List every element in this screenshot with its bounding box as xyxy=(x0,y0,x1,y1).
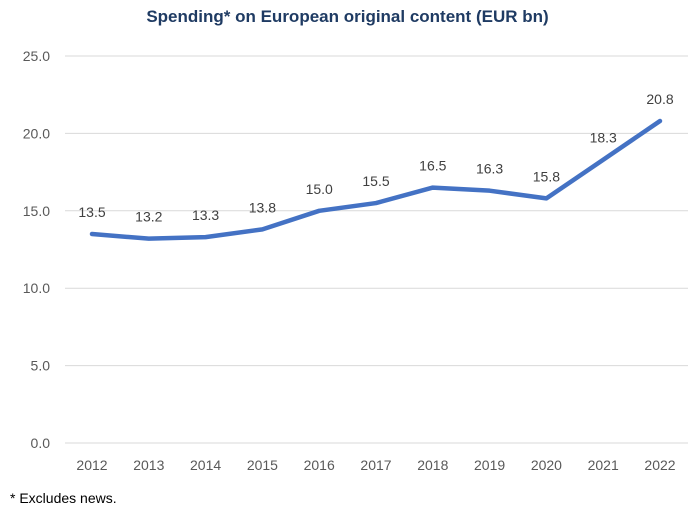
y-tick-label: 5.0 xyxy=(31,358,51,374)
y-tick-label: 10.0 xyxy=(23,280,50,296)
x-tick-label: 2022 xyxy=(644,457,675,473)
data-label: 15.5 xyxy=(362,173,389,189)
footnote: * Excludes news. xyxy=(10,490,117,506)
chart-title: Spending* on European original content (… xyxy=(146,7,549,26)
data-label: 13.8 xyxy=(249,199,276,215)
x-tick-label: 2014 xyxy=(190,457,221,473)
x-tick-label: 2019 xyxy=(474,457,505,473)
data-label: 18.3 xyxy=(590,130,617,146)
y-tick-label: 25.0 xyxy=(23,48,50,64)
x-tick-label: 2012 xyxy=(76,457,107,473)
x-tick-label: 2020 xyxy=(531,457,562,473)
x-tick-label: 2016 xyxy=(304,457,335,473)
data-label: 16.3 xyxy=(476,161,503,177)
data-label: 20.8 xyxy=(646,91,673,107)
y-tick-label: 20.0 xyxy=(23,125,50,141)
x-tick-label: 2013 xyxy=(133,457,164,473)
data-label: 15.0 xyxy=(306,181,333,197)
x-tick-label: 2015 xyxy=(247,457,278,473)
data-label: 15.8 xyxy=(533,168,560,184)
data-label: 16.5 xyxy=(419,158,446,174)
x-tick-label: 2021 xyxy=(588,457,619,473)
series-line xyxy=(89,118,663,241)
y-tick-label: 15.0 xyxy=(23,203,50,219)
x-tick-label: 2018 xyxy=(417,457,448,473)
data-label: 13.3 xyxy=(192,207,219,223)
y-tick-label: 0.0 xyxy=(31,435,51,451)
x-tick-label: 2017 xyxy=(360,457,391,473)
data-label: 13.5 xyxy=(78,204,105,220)
data-label: 13.2 xyxy=(135,209,162,225)
